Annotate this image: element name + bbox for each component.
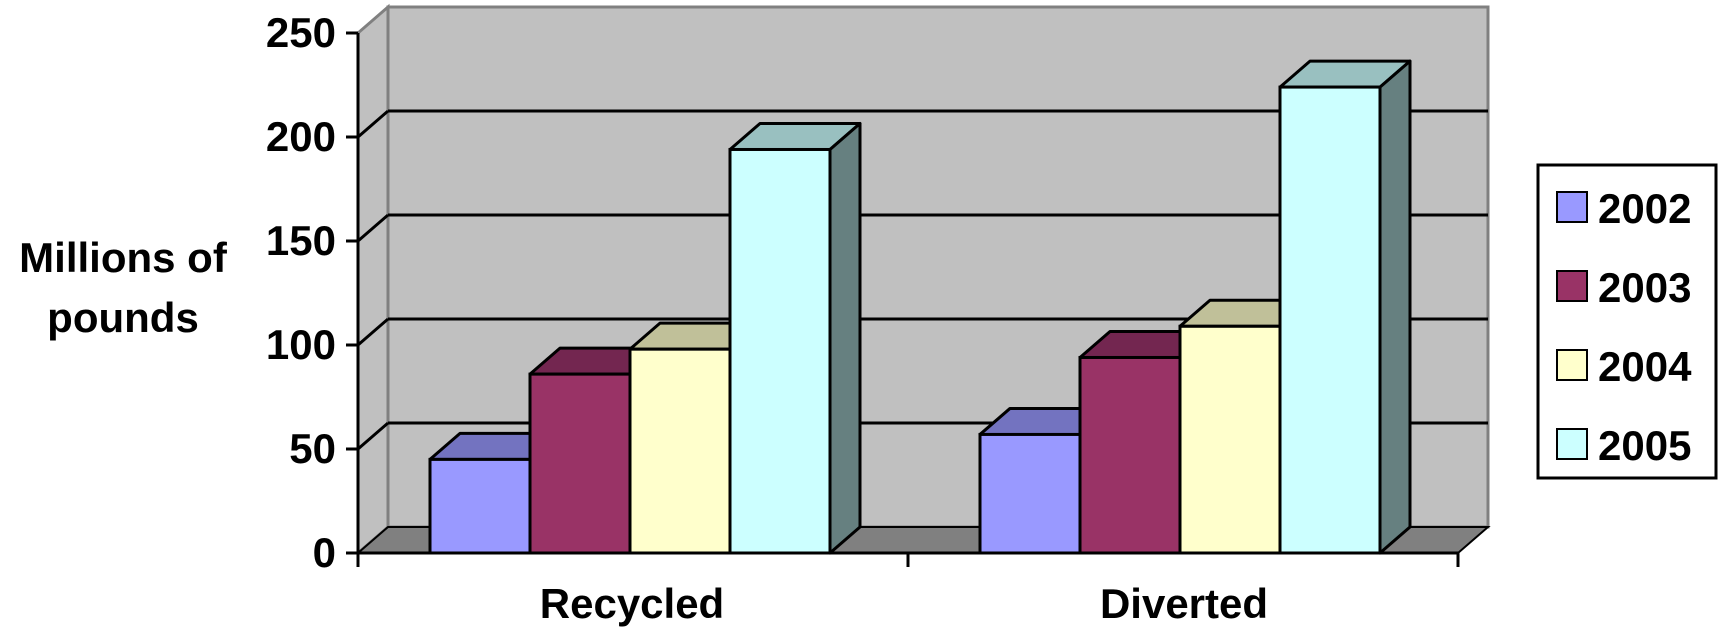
bar-front-face <box>428 457 532 555</box>
legend-swatch-2004 <box>1556 349 1588 381</box>
bar-front-face <box>528 372 632 555</box>
y-tick-label: 0 <box>313 529 336 576</box>
bar-front-face <box>978 432 1082 555</box>
bar-front-face <box>1278 85 1382 555</box>
y-axis-label-line-1: Millions of <box>19 234 228 281</box>
y-tick-labels: 0 50 100 150 200 250 <box>266 9 336 576</box>
y-tick-label: 150 <box>266 217 336 264</box>
bar-front-face <box>1178 324 1282 555</box>
gridline-side <box>357 421 389 451</box>
x-category-label-recycled: Recycled <box>540 580 724 627</box>
bar-recycled-2003 <box>528 346 662 555</box>
legend-label-2005: 2005 <box>1598 422 1691 469</box>
gridline-side <box>357 317 389 347</box>
bar-diverted-2004 <box>1178 298 1312 555</box>
legend-swatch-2002 <box>1556 191 1588 223</box>
y-tick-label: 200 <box>266 113 336 160</box>
y-axis-label-line-2: pounds <box>47 294 199 341</box>
x-category-label-diverted: Diverted <box>1100 580 1268 627</box>
axes <box>346 31 1460 567</box>
gridline-side <box>357 109 389 139</box>
y-tick-label: 50 <box>289 425 336 472</box>
bar-side-face <box>1378 59 1412 555</box>
legend-swatch-2003 <box>1556 270 1588 302</box>
legend: 2002 2003 2004 2005 <box>1536 163 1718 480</box>
side-wall <box>356 3 390 557</box>
bar-side-face <box>828 121 862 555</box>
legend-label-2002: 2002 <box>1598 185 1691 232</box>
bar-front-face <box>628 347 732 555</box>
legend-label-2004: 2004 <box>1598 343 1692 390</box>
y-tick-label: 250 <box>266 9 336 56</box>
bar-recycled-2005 <box>728 121 862 555</box>
bar-diverted-2003 <box>1078 329 1212 555</box>
bars <box>428 59 1412 555</box>
gridline-side <box>357 213 389 243</box>
legend-label-2003: 2003 <box>1598 264 1691 311</box>
bar-front-face <box>1078 355 1182 555</box>
bar-front-face <box>728 147 832 555</box>
bar-diverted-2005 <box>1278 59 1412 555</box>
y-tick-label: 100 <box>266 321 336 368</box>
legend-swatch-2005 <box>1556 428 1588 460</box>
